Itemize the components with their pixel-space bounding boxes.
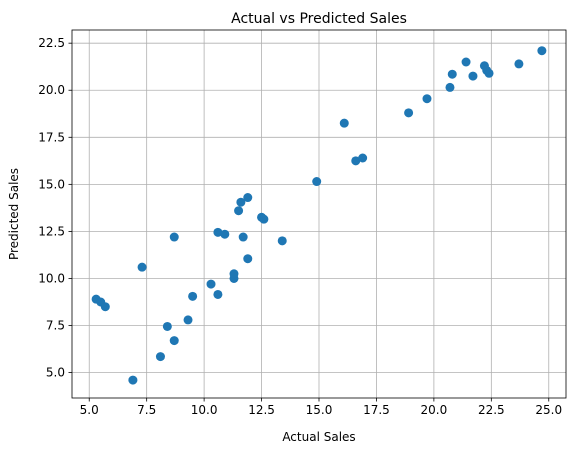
- data-point: [468, 71, 478, 81]
- data-point: [169, 232, 179, 242]
- x-tick-label: 25.0: [535, 403, 562, 417]
- x-tick-label: 12.5: [248, 403, 275, 417]
- x-axis-label: Actual Sales: [282, 430, 355, 444]
- y-tick-label: 20.0: [38, 83, 65, 97]
- y-tick-label: 15.0: [38, 177, 65, 191]
- data-point: [277, 236, 287, 246]
- data-point: [155, 352, 165, 362]
- y-tick-label: 5.0: [46, 366, 65, 380]
- x-tick-label: 17.5: [363, 403, 390, 417]
- data-point: [404, 108, 414, 118]
- data-point: [137, 262, 147, 272]
- chart-title: Actual vs Predicted Sales: [231, 11, 407, 27]
- data-point: [183, 315, 193, 325]
- x-tick-label: 20.0: [421, 403, 448, 417]
- data-point: [162, 321, 172, 331]
- data-point: [447, 69, 457, 79]
- data-point: [422, 94, 432, 104]
- data-point: [100, 302, 110, 312]
- x-tick-label: 7.5: [137, 403, 156, 417]
- data-point: [312, 177, 322, 187]
- data-point: [128, 375, 138, 385]
- data-point: [243, 254, 253, 264]
- data-point: [537, 46, 547, 56]
- data-points: [91, 46, 547, 385]
- grid-lines: [72, 30, 566, 398]
- x-tick-label: 5.0: [80, 403, 99, 417]
- x-tick-label: 15.0: [306, 403, 333, 417]
- data-point: [206, 279, 216, 289]
- data-point: [358, 153, 368, 163]
- y-tick-label: 22.5: [38, 36, 65, 50]
- data-point: [238, 232, 248, 242]
- data-point: [243, 193, 253, 203]
- y-tick-label: 7.5: [46, 319, 65, 333]
- data-point: [169, 336, 179, 346]
- data-point: [514, 59, 524, 69]
- data-point: [351, 156, 361, 166]
- data-point: [461, 57, 471, 67]
- data-point: [445, 82, 455, 92]
- data-point: [339, 118, 349, 128]
- x-axis-ticks: 5.0 7.5 10.0 12.5 15.0 17.5 20.0 22.5 25.0: [80, 398, 562, 417]
- x-tick-label: 22.5: [478, 403, 505, 417]
- data-point: [213, 227, 223, 237]
- data-point: [484, 68, 494, 78]
- y-tick-label: 10.0: [38, 271, 65, 285]
- y-tick-label: 12.5: [38, 224, 65, 238]
- data-point: [229, 269, 239, 279]
- y-axis-ticks: 5.0 7.5 10.0 12.5 15.0 17.5 20.0 22.5: [38, 36, 72, 380]
- data-point: [188, 291, 198, 301]
- x-tick-label: 10.0: [191, 403, 218, 417]
- y-axis-label: Predicted Sales: [7, 168, 21, 260]
- data-point: [259, 214, 269, 224]
- data-point: [220, 229, 230, 239]
- data-point: [236, 197, 246, 207]
- y-tick-label: 17.5: [38, 130, 65, 144]
- data-point: [234, 206, 244, 216]
- data-point: [213, 289, 223, 299]
